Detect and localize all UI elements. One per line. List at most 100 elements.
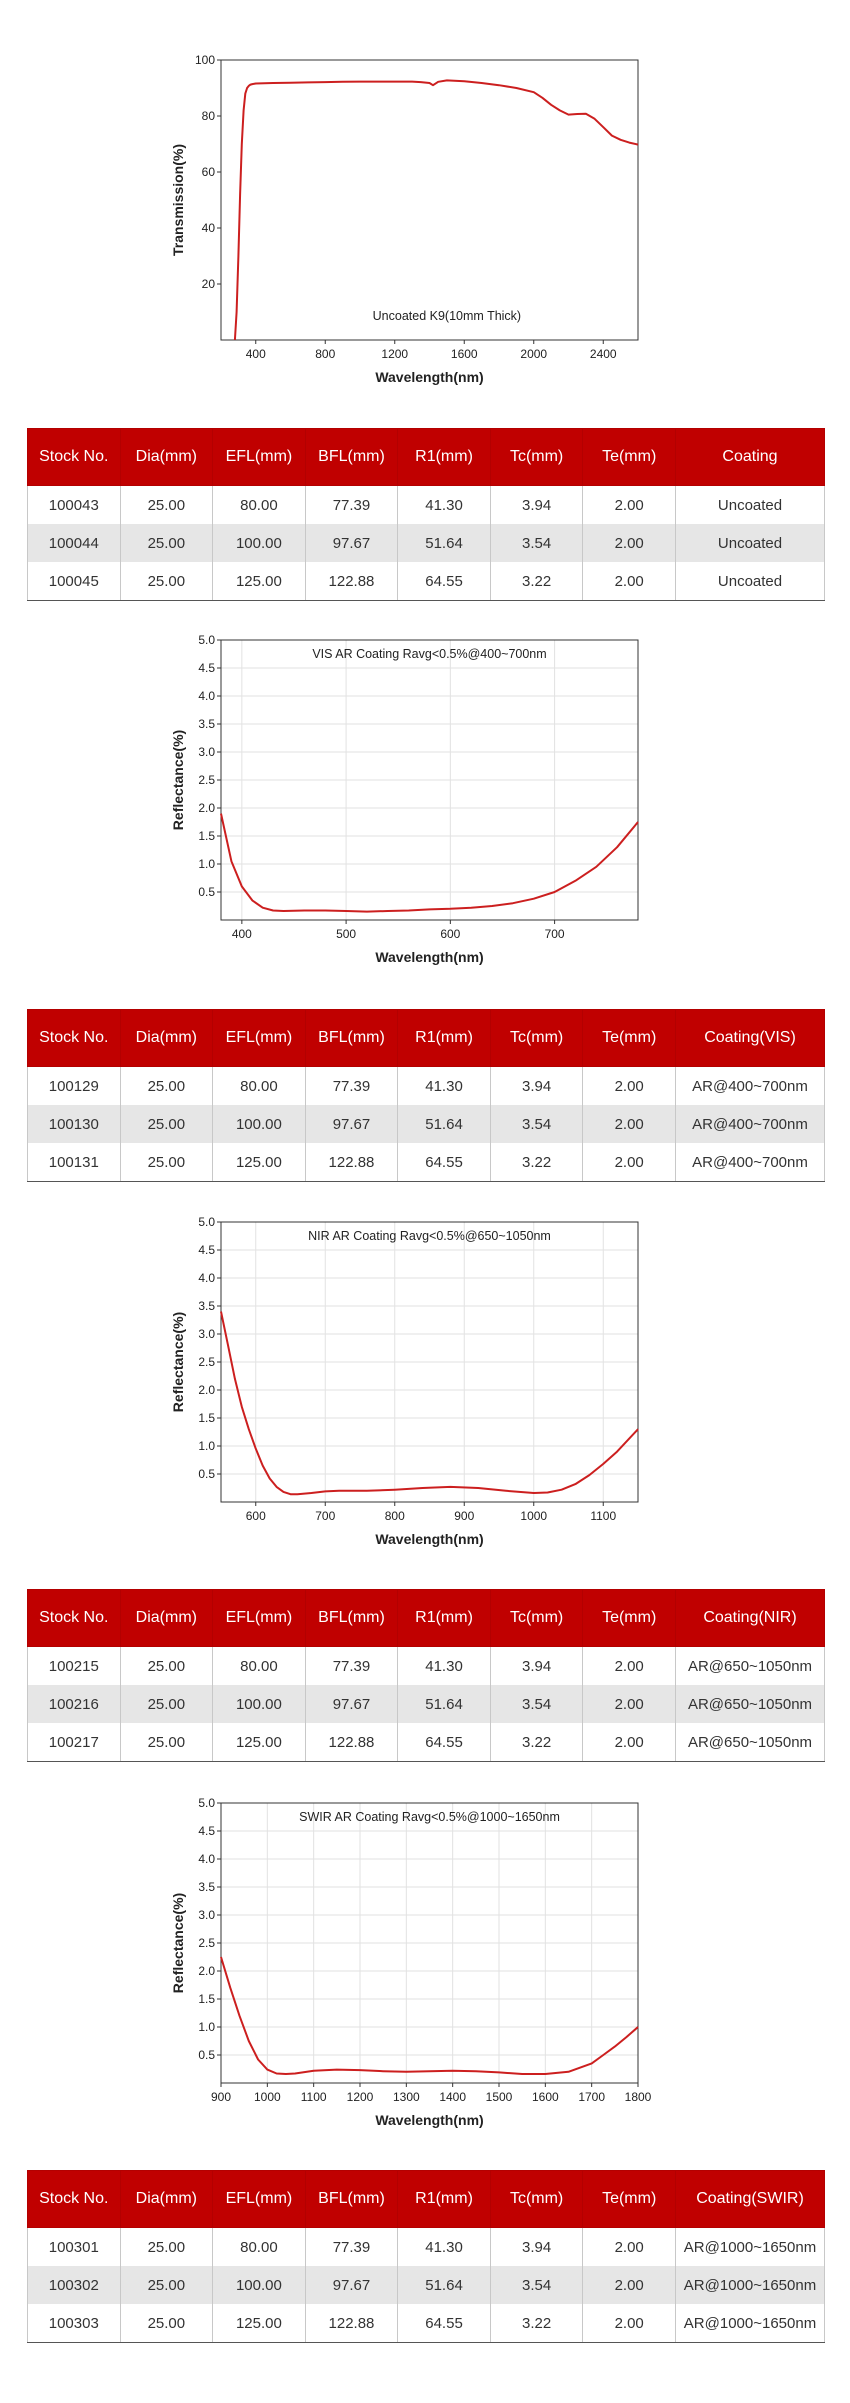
y-tick-label: 0.5: [198, 1467, 215, 1481]
y-tick-label: 4.5: [198, 661, 215, 675]
table-cell: 125.00: [212, 2304, 306, 2343]
column-header: Stock No.: [27, 1009, 121, 1067]
column-header: BFL(mm): [304, 428, 399, 486]
table-cell: 2.00: [582, 1685, 676, 1723]
table-cell: Uncoated: [675, 524, 825, 562]
table-cell: 25.00: [119, 1723, 214, 1762]
y-axis-label: Transmission(%): [170, 144, 186, 256]
column-header: Dia(mm): [119, 2170, 214, 2228]
table-cell: 3.22: [489, 2304, 584, 2343]
table-row: 100303 25.00 125.00 122.88 64.55 3.22 2.00 AR@1…: [27, 2304, 825, 2343]
table-cell: 100216: [27, 1685, 121, 1723]
column-header: EFL(mm): [212, 2170, 306, 2228]
y-tick-label: 5.0: [198, 633, 215, 647]
table-cell: 25.00: [119, 1143, 214, 1182]
table-cell: 25.00: [119, 2304, 214, 2343]
y-tick-label: 1.5: [198, 1992, 215, 2006]
table-cell: 3.94: [489, 2227, 584, 2266]
table-cell: 100044: [27, 524, 121, 562]
table-cell: 25.00: [119, 1105, 214, 1143]
table-cell: 3.22: [489, 1723, 584, 1762]
table-cell: 2.00: [582, 562, 676, 601]
column-header: Te(mm): [582, 2170, 676, 2228]
chart-annotation: SWIR AR Coating Ravg<0.5%@1000~1650nm: [299, 1810, 560, 1824]
table-cell: 100131: [27, 1143, 121, 1182]
table-cell: 3.54: [489, 2266, 584, 2304]
table-cell: 25.00: [119, 2227, 214, 2266]
x-tick-label: 1000: [520, 1509, 547, 1523]
y-tick-label: 4.0: [198, 1852, 215, 1866]
data-series-line: [220, 1956, 639, 2075]
table-row: 100302 25.00 100.00 97.67 51.64 3.54 2.00 AR@10…: [27, 2266, 825, 2304]
table-row: 100215 25.00 80.00 77.39 41.30 3.94 2.00 AR@650…: [27, 1646, 825, 1685]
table-cell: 3.54: [489, 1685, 584, 1723]
table-cell: 100217: [27, 1723, 121, 1762]
table-cell: 2.00: [582, 2304, 676, 2343]
table-cell: Uncoated: [675, 562, 825, 601]
column-header: Coating(VIS): [675, 1009, 825, 1067]
column-header: Te(mm): [582, 1009, 676, 1067]
y-tick-label: 20: [202, 277, 216, 291]
table-cell: 2.00: [582, 2266, 676, 2304]
column-header: Tc(mm): [489, 1589, 584, 1647]
x-tick-label: 900: [454, 1509, 474, 1523]
y-tick-label: 1.5: [198, 1411, 215, 1425]
y-tick-label: 3.0: [198, 745, 215, 759]
vis-reflectance-chart: 0.5 1.0 1.5 2.0 2.5 3.0 3.5 4.0 4.5 5.0 400 500 600 7…: [160, 630, 660, 980]
table-cell: 77.39: [304, 1066, 399, 1105]
x-tick-label: 600: [246, 1509, 266, 1523]
table-row: 100045 25.00 125.00 122.88 64.55 3.22 2.00 Unco…: [27, 562, 825, 601]
table-cell: 125.00: [212, 562, 306, 601]
y-tick-label: 2.5: [198, 773, 215, 787]
y-axis-label: Reflectance(%): [170, 1893, 186, 1993]
column-header: BFL(mm): [304, 2170, 399, 2228]
table-cell: 41.30: [397, 1066, 491, 1105]
table-cell: 3.54: [489, 1105, 584, 1143]
swir-reflectance-chart: 0.5 1.0 1.5 2.0 2.5 3.0 3.5 4.0 4.5 5.0 900 1000 110…: [160, 1793, 660, 2143]
table-cell: 100303: [27, 2304, 121, 2343]
table-cell: 100.00: [212, 1685, 306, 1723]
x-axis-label: Wavelength(nm): [375, 369, 483, 385]
column-header: Coating: [675, 428, 825, 486]
table-cell: 2.00: [582, 1066, 676, 1105]
table-row: 100216 25.00 100.00 97.67 51.64 3.54 2.00 AR@65…: [27, 1685, 825, 1723]
table-cell: 41.30: [397, 2227, 491, 2266]
y-tick-label: 3.5: [198, 1299, 215, 1313]
table-cell: 25.00: [119, 2266, 214, 2304]
table-cell: 25.00: [119, 1066, 214, 1105]
x-tick-label: 1700: [578, 2090, 605, 2104]
table-cell: AR@400~700nm: [675, 1105, 825, 1143]
x-axis-label: Wavelength(nm): [375, 1531, 483, 1547]
y-tick-label: 0.5: [198, 885, 215, 899]
x-tick-label: 1200: [347, 2090, 374, 2104]
y-tick-label: 2.5: [198, 1355, 215, 1369]
table-cell: 80.00: [212, 1646, 306, 1685]
table-cell: 2.00: [582, 1723, 676, 1762]
x-tick-label: 1100: [590, 1509, 616, 1523]
y-tick-label: 100: [195, 53, 215, 67]
table-cell: 80.00: [212, 1066, 306, 1105]
table-cell: 3.94: [489, 1646, 584, 1685]
chart-annotation: NIR AR Coating Ravg<0.5%@650~1050nm: [308, 1229, 551, 1243]
column-header: Tc(mm): [489, 2170, 584, 2228]
table-row: 100044 25.00 100.00 97.67 51.64 3.54 2.00 Uncoa…: [27, 524, 825, 562]
table-cell: AR@650~1050nm: [675, 1646, 825, 1685]
table-cell: 51.64: [397, 524, 491, 562]
table-cell: 100043: [27, 485, 121, 524]
x-tick-label: 1000: [254, 2090, 281, 2104]
column-header: Stock No.: [27, 1589, 121, 1647]
table-cell: 41.30: [397, 1646, 491, 1685]
column-header: EFL(mm): [212, 428, 306, 486]
table-cell: 2.00: [582, 485, 676, 524]
x-tick-label: 1300: [393, 2090, 420, 2104]
x-tick-label: 2000: [520, 347, 547, 361]
column-header: Te(mm): [582, 1589, 676, 1647]
table-cell: 64.55: [397, 1143, 491, 1182]
column-header: Tc(mm): [489, 428, 584, 486]
y-tick-label: 60: [202, 165, 216, 179]
x-tick-label: 1600: [451, 347, 478, 361]
table-cell: 100045: [27, 562, 121, 601]
table-cell: 80.00: [212, 2227, 306, 2266]
column-header: R1(mm): [397, 2170, 491, 2228]
x-axis-label: Wavelength(nm): [375, 2112, 483, 2128]
